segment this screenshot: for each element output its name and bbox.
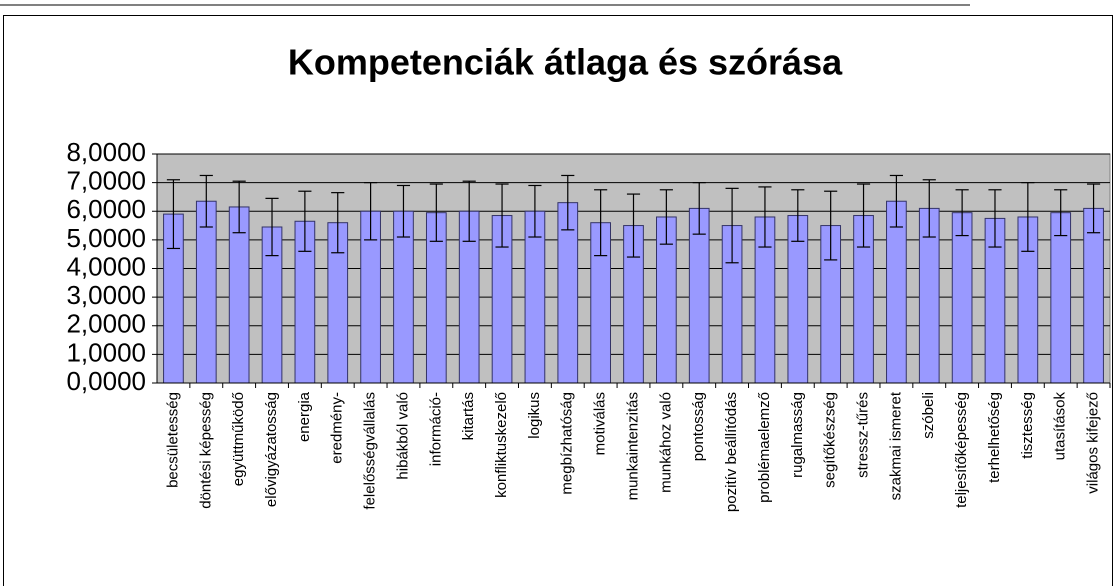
bar bbox=[195, 200, 217, 384]
bar bbox=[886, 200, 907, 384]
error-bar bbox=[462, 180, 476, 242]
x-tick-label: pontosság bbox=[690, 392, 707, 461]
x-tick-label: konfliktuskezelő bbox=[493, 392, 510, 498]
error-bar bbox=[199, 174, 213, 228]
x-tick-label: szóbeli bbox=[920, 392, 937, 439]
x-tick-label: döntési képesség bbox=[197, 392, 214, 509]
x-tick-label: energia bbox=[296, 391, 313, 442]
error-bar bbox=[988, 189, 1002, 248]
x-tick-label: stressz-tűrés bbox=[855, 392, 872, 478]
error-bar bbox=[791, 189, 805, 242]
x-tick-label: terhelhetőség bbox=[986, 392, 1003, 483]
y-tick-label: 8,0000 bbox=[66, 137, 146, 167]
error-bar bbox=[166, 179, 181, 250]
x-tick-label: tisztesség bbox=[1019, 392, 1036, 459]
error-bar bbox=[1086, 183, 1101, 234]
error-bar bbox=[1021, 182, 1035, 252]
y-tick-label: 6,0000 bbox=[66, 194, 146, 224]
error-bar bbox=[298, 190, 312, 252]
error-bar bbox=[955, 189, 969, 237]
x-tick-label: teljesítőképesség bbox=[953, 392, 970, 508]
bar bbox=[228, 206, 250, 384]
bar bbox=[1083, 207, 1104, 384]
error-bar bbox=[922, 179, 936, 238]
x-tick-label: munkaintenzitás bbox=[624, 392, 641, 500]
error-bar bbox=[758, 186, 772, 248]
chart-title: Kompetenciák átlaga és szórása bbox=[288, 42, 843, 83]
error-bar bbox=[528, 184, 542, 238]
x-tick-label: világos kifejező bbox=[1085, 392, 1102, 494]
y-tick-label: 2,0000 bbox=[66, 309, 146, 339]
x-tick-label: segítőkészség bbox=[822, 392, 839, 488]
y-tick-label: 4,0000 bbox=[66, 251, 146, 281]
bar bbox=[951, 212, 973, 384]
error-bar bbox=[824, 190, 838, 261]
x-tick-label: eredmény- bbox=[329, 392, 346, 464]
error-bar bbox=[725, 187, 739, 264]
x-tick-label: együttműködő bbox=[230, 392, 247, 486]
error-bar bbox=[561, 174, 575, 231]
x-tick-label: becsületesség bbox=[164, 392, 181, 488]
x-tick-label: elővigyázatosság bbox=[263, 392, 280, 507]
y-tick-label: 7,0000 bbox=[66, 166, 146, 196]
bar bbox=[1050, 212, 1072, 384]
x-tick-label: szakmai ismeret bbox=[887, 391, 904, 500]
x-tick-label: kitartás bbox=[460, 392, 477, 440]
x-tick-label: hibákból való bbox=[394, 392, 411, 480]
x-tick-label: rugalmasság bbox=[789, 392, 806, 478]
error-bar bbox=[1054, 189, 1068, 237]
y-tick-label: 5,0000 bbox=[66, 223, 146, 253]
error-bar bbox=[594, 189, 608, 257]
error-bar bbox=[331, 192, 345, 254]
error-bar bbox=[396, 184, 411, 238]
error-bar bbox=[626, 193, 641, 258]
error-bar bbox=[692, 182, 706, 235]
error-bar bbox=[364, 182, 378, 241]
x-tick-label: információ- bbox=[427, 392, 444, 466]
error-bar bbox=[232, 180, 246, 234]
error-bar bbox=[856, 183, 871, 248]
error-bar bbox=[659, 189, 673, 245]
x-tick-label: pozitív beállítódás bbox=[723, 392, 740, 512]
x-tick-label: problémaelemző bbox=[756, 392, 773, 503]
x-tick-label: munkához való bbox=[657, 392, 674, 493]
y-tick-label: 1,0000 bbox=[66, 337, 146, 367]
error-bar bbox=[429, 183, 443, 242]
error-bar bbox=[889, 174, 903, 228]
x-tick-label: utasítások bbox=[1052, 392, 1069, 461]
error-bar bbox=[265, 197, 279, 257]
x-tick-label: megbízhatóság bbox=[559, 392, 576, 495]
x-tick-label: felelősségvállalás bbox=[362, 392, 379, 510]
error-bar bbox=[495, 183, 509, 248]
x-tick-label: logikus bbox=[526, 392, 543, 439]
x-tick-label: motiválás bbox=[592, 392, 609, 455]
y-tick-label: 0,0000 bbox=[66, 366, 146, 396]
y-tick-label: 3,0000 bbox=[66, 280, 146, 310]
